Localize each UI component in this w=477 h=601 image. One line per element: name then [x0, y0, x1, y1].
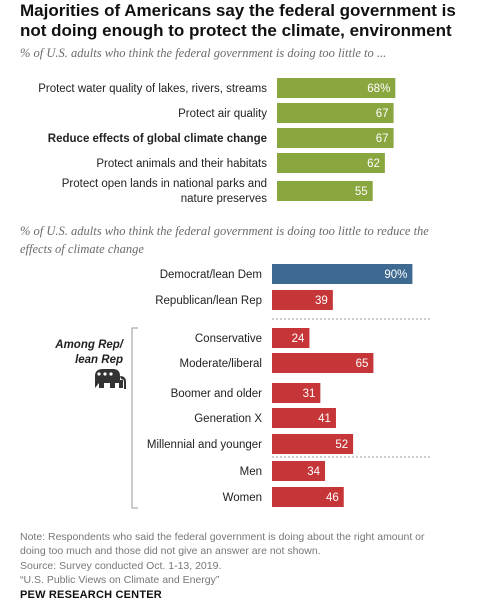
- chart-title: Majorities of Americans say the federal …: [20, 1, 456, 40]
- value-label-chart1-0: 68%: [367, 83, 390, 95]
- bar-label-chart1-2: Reduce effects of global climate change: [48, 133, 267, 145]
- value-label-chart2-0: 90%: [384, 269, 407, 281]
- bar-label-chart2-5: Generation X: [194, 413, 262, 425]
- value-label-chart1-4: 55: [355, 186, 368, 198]
- bar-chart2-6: [272, 434, 354, 454]
- bar-chart1-1: [277, 103, 394, 123]
- bar-chart2-7: [272, 461, 326, 481]
- bar-label-chart2-8: Women: [223, 492, 262, 504]
- value-label-chart2-7: 34: [307, 466, 320, 478]
- value-label-chart2-6: 52: [335, 439, 348, 451]
- bar-label-chart1-1: Protect air quality: [178, 108, 267, 120]
- chart-1-subtitle: % of U.S. adults who think the federal g…: [20, 46, 387, 60]
- value-label-chart2-8: 46: [326, 492, 339, 504]
- bar-chart2-1: [272, 290, 333, 310]
- bar-label-chart2-4: Boomer and older: [171, 388, 263, 400]
- value-label-chart1-3: 62: [367, 158, 380, 170]
- bar-chart2-4: [272, 383, 321, 403]
- bar-chart2-8: [272, 487, 344, 507]
- bar-chart2-3: [272, 353, 374, 373]
- value-label-chart2-5: 41: [318, 413, 331, 425]
- chart-2-subtitle: % of U.S. adults who think the federal g…: [20, 224, 429, 256]
- elephant-star-2: [109, 372, 113, 376]
- bar-chart1-3: [277, 153, 385, 173]
- bar-label-chart2-3: Moderate/liberal: [180, 358, 262, 370]
- report-title: “U.S. Public Views on Climate and Energy…: [20, 574, 220, 587]
- value-label-chart1-1: 67: [376, 108, 389, 120]
- bar-chart1-4: [277, 181, 373, 201]
- elephant-icon: [95, 369, 126, 389]
- bar-charts: Protect water quality of lakes, rivers, …: [38, 78, 430, 509]
- bar-label-chart1-4-0: Protect open lands in national parks and: [62, 178, 267, 190]
- bar-label-chart1-0: Protect water quality of lakes, rivers, …: [38, 83, 267, 95]
- source-text: Source: Survey conducted Oct. 1-13, 2019…: [20, 559, 222, 572]
- bar-label-chart2-0: Democrat/lean Dem: [160, 269, 262, 281]
- bar-label-chart2-2: Conservative: [195, 333, 262, 345]
- bar-chart2-0: [272, 264, 413, 284]
- bar-label-chart2-7: Men: [240, 466, 262, 478]
- bar-chart2-2: [272, 328, 310, 348]
- note-text-1: Note: Respondents who said the federal g…: [20, 531, 425, 543]
- bar-chart2-5: [272, 408, 336, 428]
- bar-chart1-2: [277, 128, 394, 148]
- value-label-chart2-4: 31: [303, 388, 316, 400]
- elephant-star-0: [97, 372, 101, 376]
- group-bracket: [131, 327, 138, 509]
- value-label-chart2-3: 65: [356, 358, 369, 370]
- bar-label-chart1-4-1: nature preserves: [181, 193, 268, 205]
- group-label-1: lean Rep: [75, 354, 123, 366]
- notes: Note: Respondents who said the federal g…: [20, 530, 470, 588]
- bar-label-chart1-3: Protect animals and their habitats: [96, 158, 267, 170]
- value-label-chart2-2: 24: [292, 333, 305, 345]
- bar-chart1-0: [277, 78, 396, 98]
- elephant-body: [95, 369, 123, 388]
- group-label-0: Among Rep/: [54, 339, 125, 351]
- elephant-trunk: [120, 376, 126, 389]
- pew-logo-text: PEW RESEARCH CENTER: [20, 589, 162, 601]
- bar-label-chart2-6: Millennial and younger: [147, 439, 262, 451]
- note-text-2: doing too much and those did not give an…: [20, 545, 321, 558]
- elephant-star-1: [103, 372, 107, 376]
- value-label-chart2-1: 39: [315, 295, 328, 307]
- value-label-chart1-2: 67: [376, 133, 389, 145]
- bar-label-chart2-1: Republican/lean Rep: [155, 295, 262, 307]
